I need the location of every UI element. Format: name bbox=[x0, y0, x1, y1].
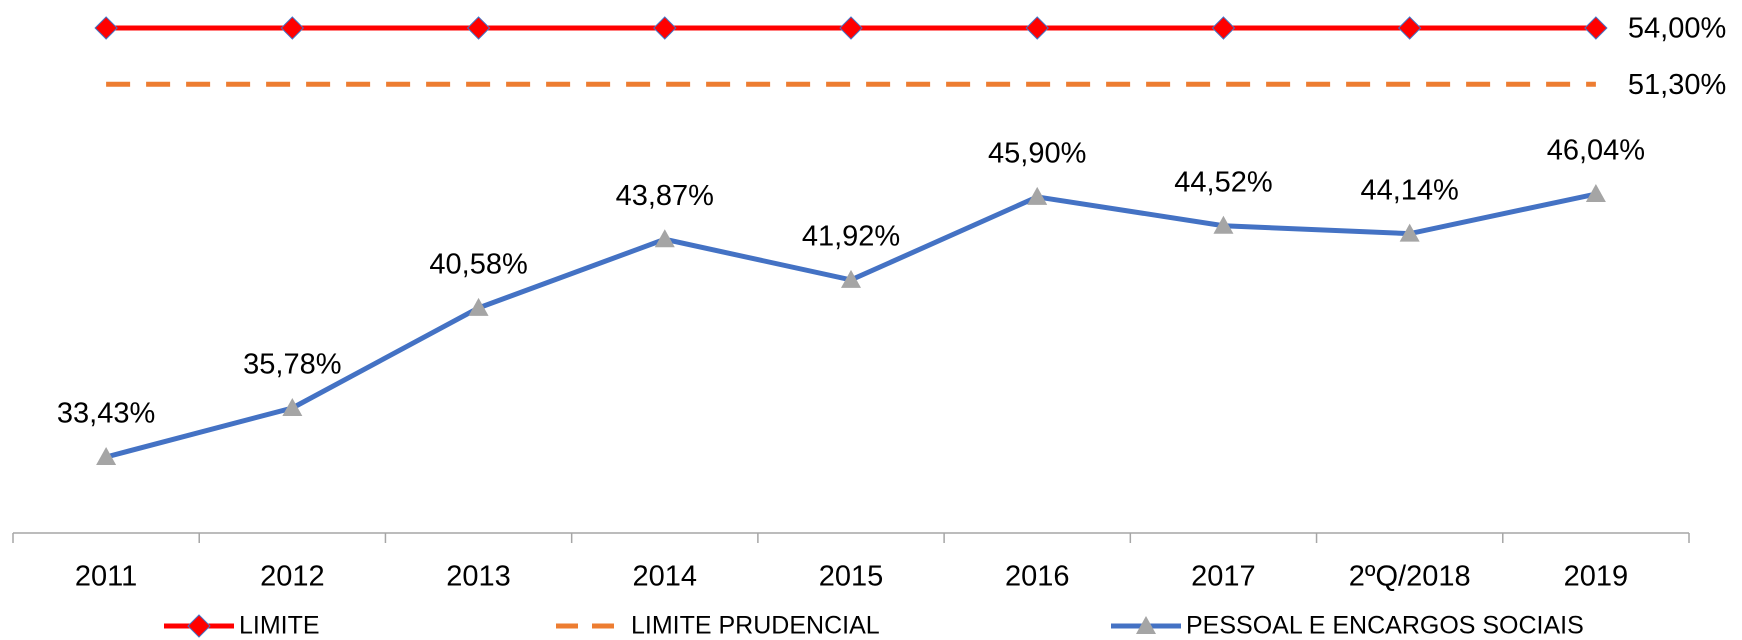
marker bbox=[654, 229, 675, 248]
marker bbox=[653, 16, 677, 40]
marker bbox=[468, 297, 489, 316]
x-tick-label: 2ºQ/2018 bbox=[1349, 561, 1471, 593]
marker bbox=[1025, 16, 1049, 40]
data-label: 51,30% bbox=[1628, 69, 1726, 101]
marker bbox=[187, 614, 211, 638]
data-label: 41,92% bbox=[802, 221, 900, 253]
legend-item: LIMITE bbox=[164, 612, 320, 640]
marker bbox=[1211, 16, 1236, 40]
legend-label: PESSOAL E ENCARGOS SOCIAIS bbox=[1186, 612, 1584, 640]
data-label: 33,43% bbox=[57, 398, 155, 430]
x-tick-label: 2013 bbox=[446, 561, 511, 593]
marker bbox=[1399, 223, 1420, 242]
data-label: 43,87% bbox=[616, 180, 714, 212]
marker bbox=[1136, 616, 1156, 634]
marker bbox=[1585, 184, 1606, 203]
x-tick-label: 2014 bbox=[633, 561, 698, 593]
legend-item: PESSOAL E ENCARGOS SOCIAIS bbox=[1111, 612, 1584, 640]
x-tick-label: 2012 bbox=[260, 561, 325, 593]
marker bbox=[1027, 186, 1048, 205]
legend-label: LIMITE bbox=[239, 612, 320, 640]
data-label: 45,90% bbox=[988, 138, 1086, 170]
legend-label: LIMITE PRUDENCIAL bbox=[631, 612, 880, 640]
x-tick-label: 2011 bbox=[75, 561, 137, 593]
data-label: 54,00% bbox=[1628, 13, 1726, 45]
data-label: 44,52% bbox=[1174, 166, 1272, 198]
data-label: 46,04% bbox=[1547, 135, 1645, 167]
data-label: 35,78% bbox=[243, 349, 341, 381]
x-tick-label: 2015 bbox=[819, 561, 884, 593]
marker bbox=[1584, 16, 1608, 40]
legend-item: LIMITE PRUDENCIAL bbox=[556, 612, 880, 640]
x-tick-label: 2016 bbox=[1005, 561, 1070, 593]
marker bbox=[282, 397, 303, 416]
x-tick-label: 2017 bbox=[1191, 561, 1256, 593]
marker bbox=[1213, 215, 1234, 234]
data-label: 44,14% bbox=[1360, 174, 1458, 206]
marker bbox=[839, 16, 863, 40]
marker bbox=[94, 16, 118, 40]
marker bbox=[841, 269, 861, 288]
marker bbox=[466, 16, 491, 40]
marker bbox=[280, 16, 305, 40]
marker bbox=[1397, 16, 1422, 40]
marker bbox=[96, 447, 117, 465]
data-label: 40,58% bbox=[429, 249, 527, 281]
x-tick-label: 2019 bbox=[1564, 561, 1629, 593]
